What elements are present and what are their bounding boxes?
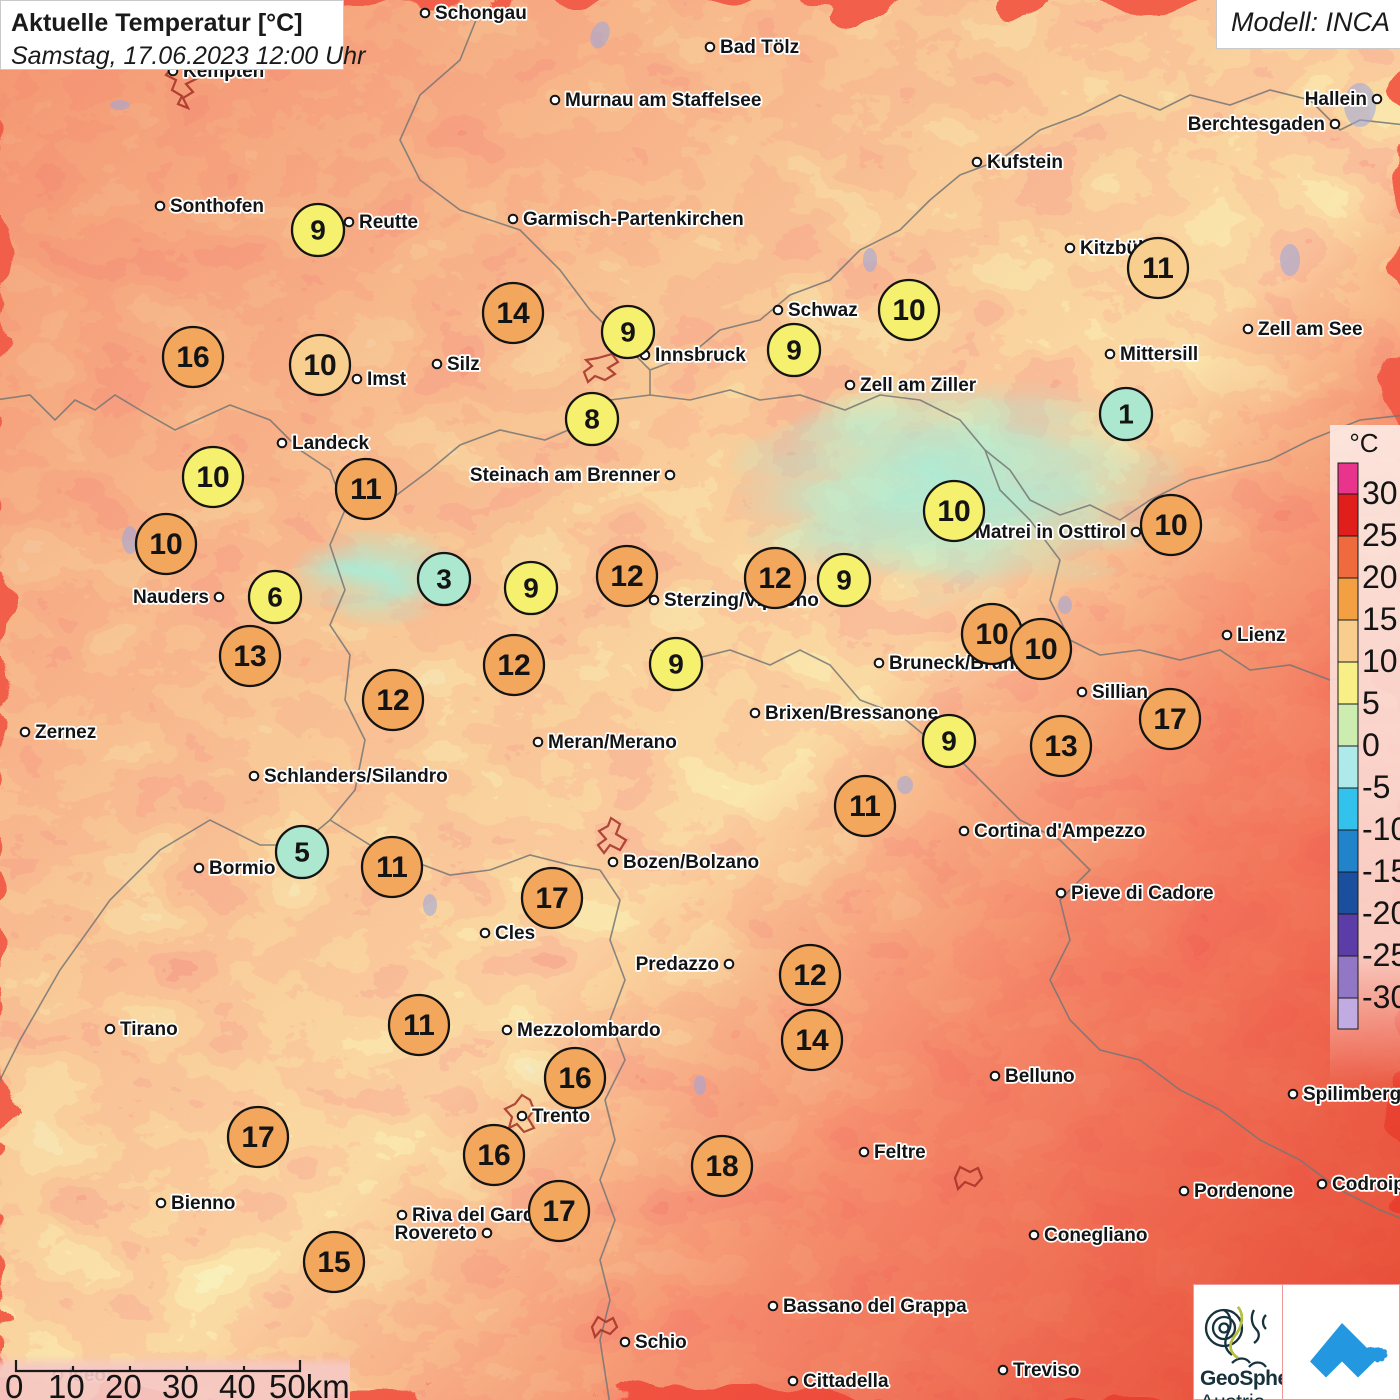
svg-text:0: 0 bbox=[5, 1368, 23, 1400]
svg-text:-10: -10 bbox=[1362, 811, 1400, 847]
svg-text:25: 25 bbox=[1362, 517, 1398, 553]
svg-text:-20: -20 bbox=[1362, 895, 1400, 931]
svg-text:15: 15 bbox=[1362, 601, 1398, 637]
svg-text:°C: °C bbox=[1349, 428, 1378, 458]
svg-text:0: 0 bbox=[1362, 727, 1380, 763]
svg-text:20: 20 bbox=[105, 1368, 142, 1400]
svg-text:40: 40 bbox=[219, 1368, 256, 1400]
svg-text:50km: 50km bbox=[269, 1368, 350, 1400]
svg-text:-30: -30 bbox=[1362, 979, 1400, 1015]
svg-text:30: 30 bbox=[1362, 475, 1398, 511]
svg-text:-5: -5 bbox=[1362, 769, 1390, 805]
svg-text:20: 20 bbox=[1362, 559, 1398, 595]
svg-text:-25: -25 bbox=[1362, 937, 1400, 973]
svg-text:10: 10 bbox=[48, 1368, 85, 1400]
svg-text:5: 5 bbox=[1362, 685, 1380, 721]
svg-text:-15: -15 bbox=[1362, 853, 1400, 889]
svg-text:10: 10 bbox=[1362, 643, 1398, 679]
svg-text:30: 30 bbox=[162, 1368, 199, 1400]
